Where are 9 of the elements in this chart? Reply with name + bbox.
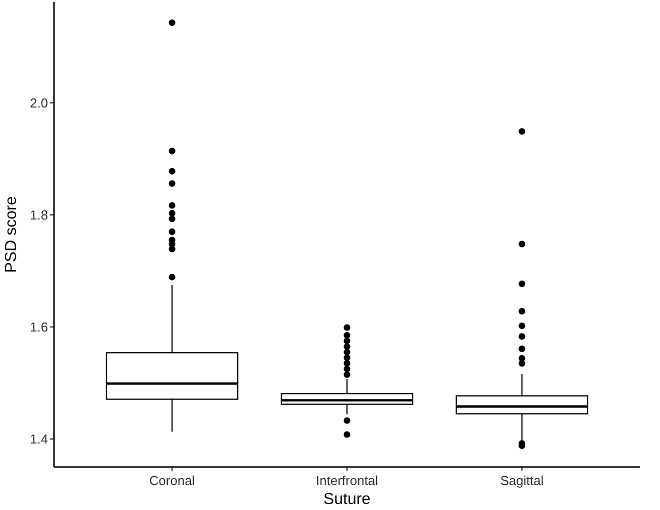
y-tick-label: 1.4 [30, 432, 48, 447]
y-tick-label: 1.6 [30, 319, 48, 334]
y-tick-label: 1.8 [30, 207, 48, 222]
x-axis-title: Suture [323, 491, 371, 508]
x-tick-label: Coronal [149, 473, 195, 488]
x-tick-label: Sagittal [500, 473, 544, 488]
x-tick-label: Interfrontal [316, 473, 378, 488]
y-tick-label: 2.0 [30, 95, 48, 110]
y-axis-title: PSD score [3, 196, 20, 273]
